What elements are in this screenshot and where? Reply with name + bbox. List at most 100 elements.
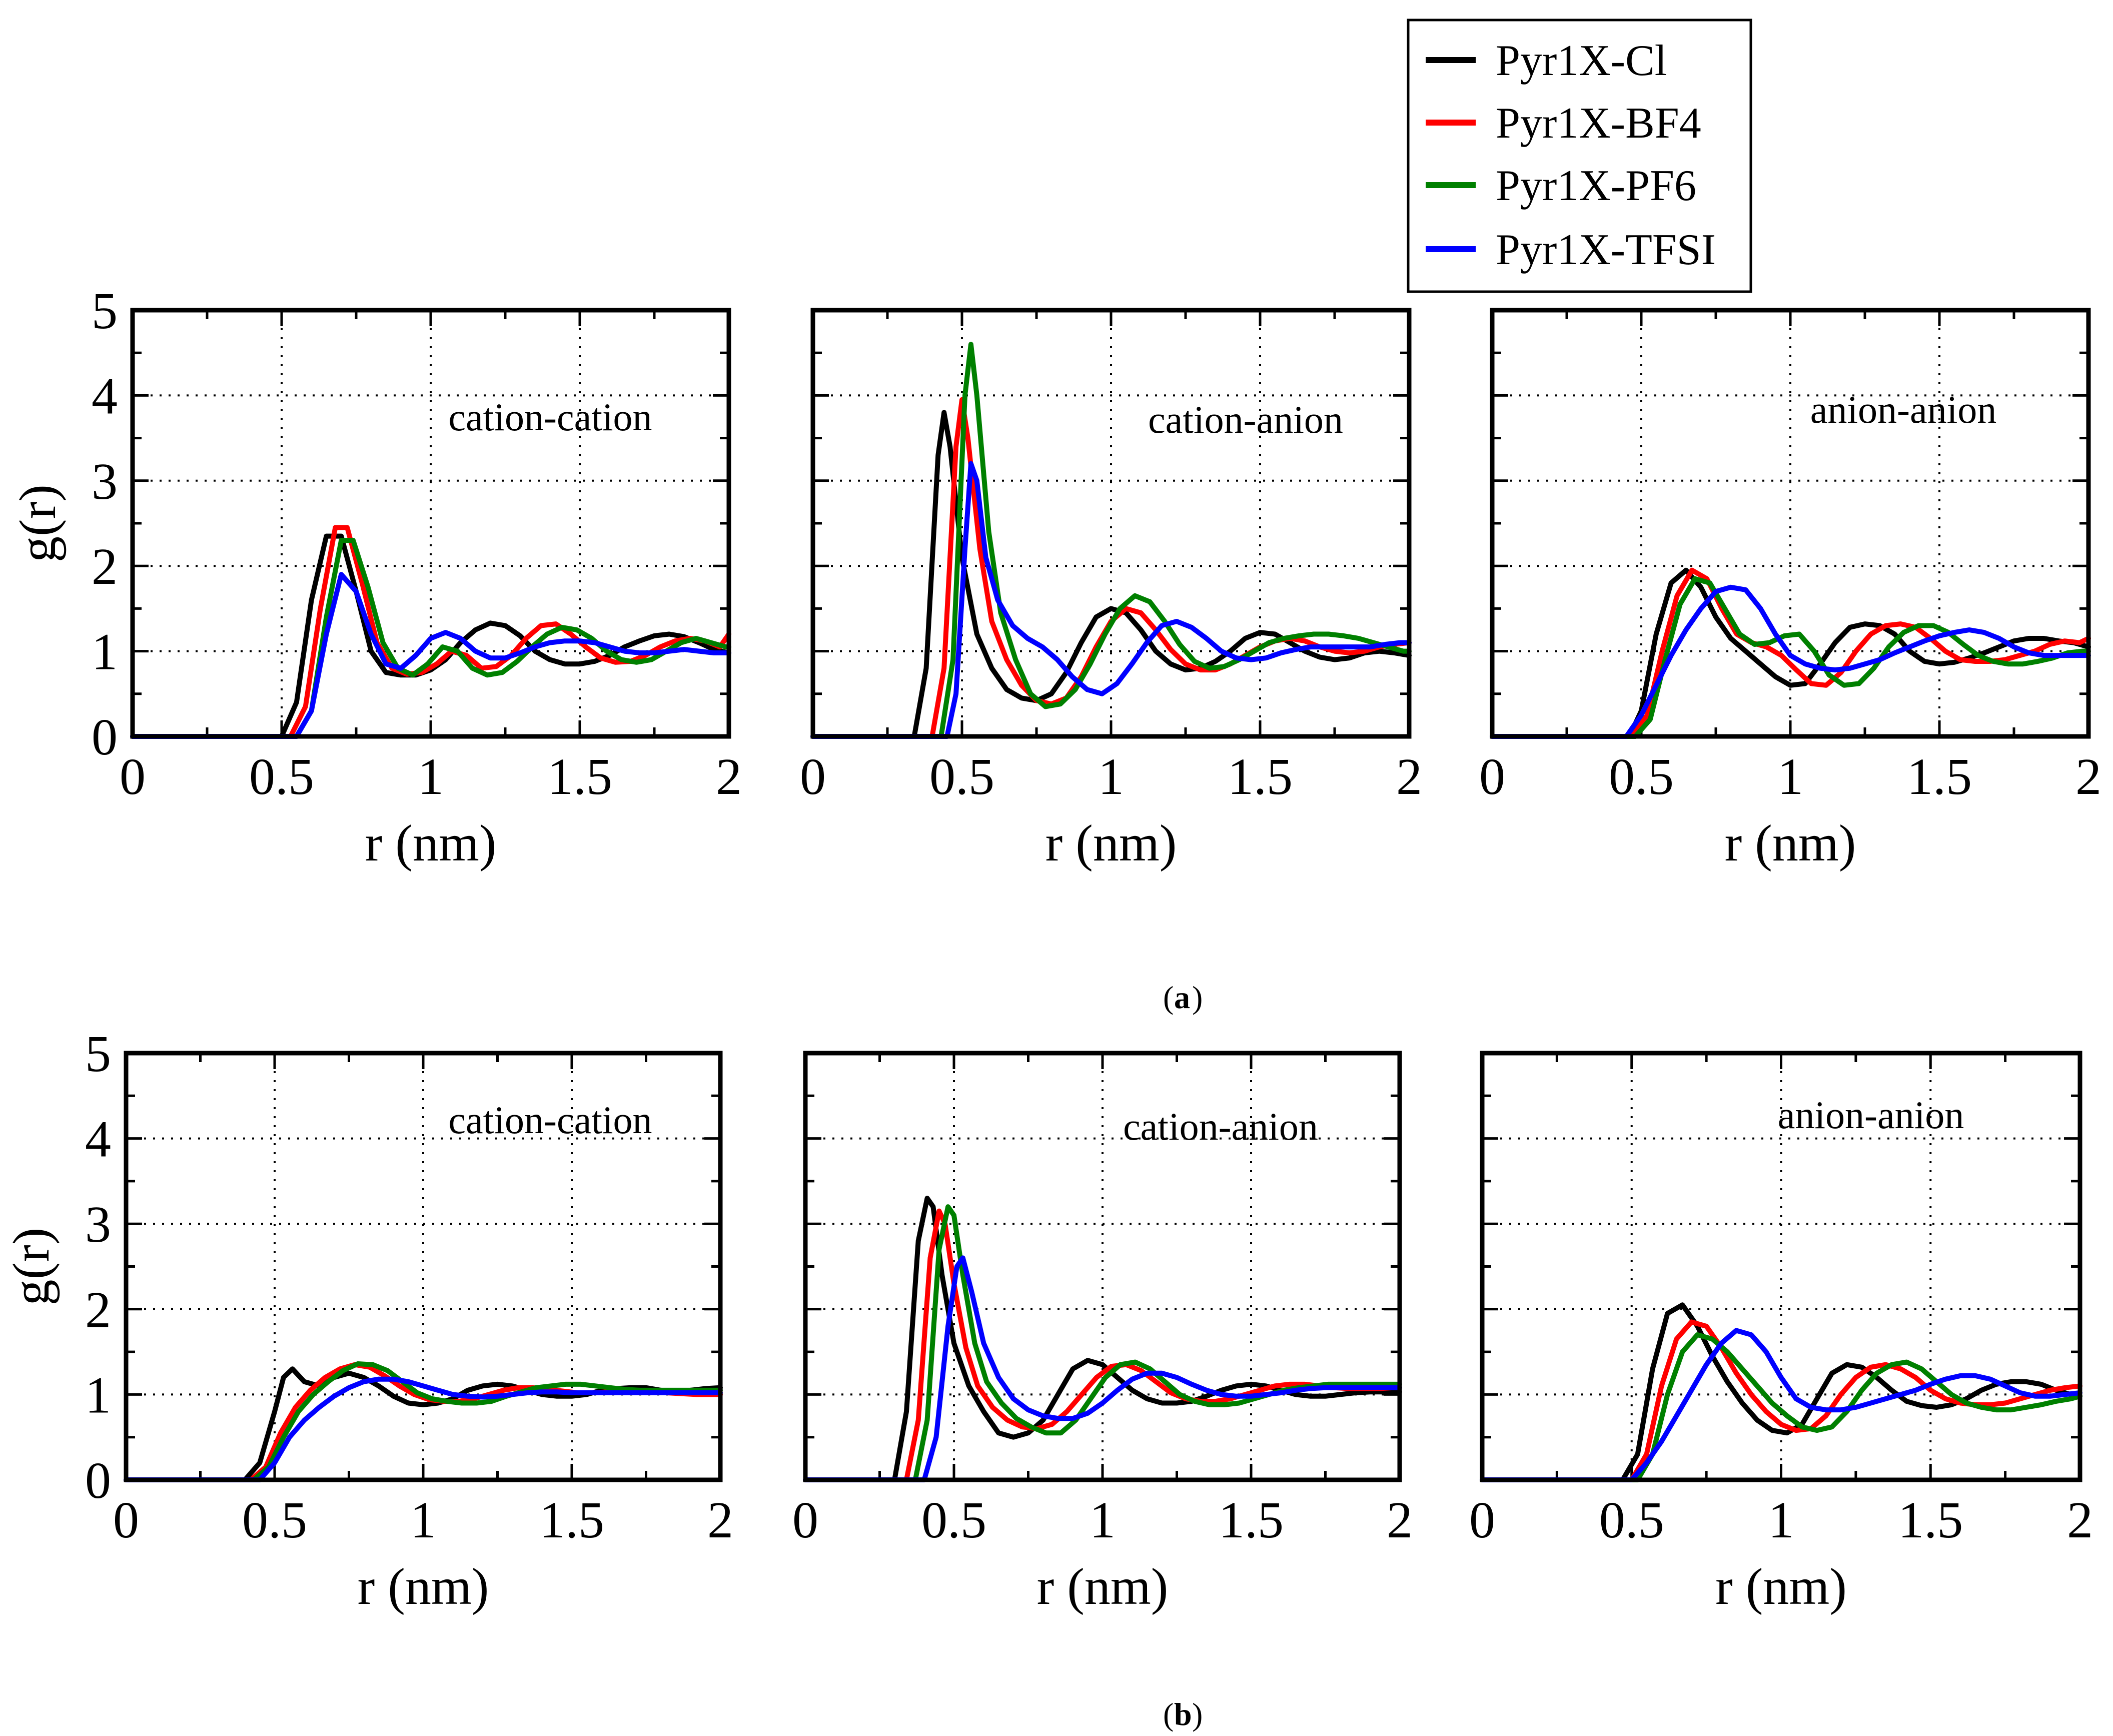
x-tick-label: 1.5 bbox=[1228, 748, 1293, 805]
caption-b-open: ( bbox=[1163, 1696, 1174, 1732]
plot-frame bbox=[124, 1051, 723, 1482]
panel-title: cation-anion bbox=[1123, 1105, 1318, 1148]
x-tick-label: 1 bbox=[1098, 748, 1124, 805]
plot-frame bbox=[803, 1051, 1402, 1482]
panel-b-cation-cation: 0 0.5 1 1.5 2 0 1 2 3 4 5 g(r) r (nm) cation-cation bbox=[3, 1025, 733, 1615]
series-line-cl bbox=[1480, 1302, 2082, 1482]
legend-entry-cl: Pyr1X-Cl bbox=[1426, 37, 1667, 85]
series-line-pf6 bbox=[1490, 576, 2091, 739]
y-tick-label: 0 bbox=[92, 708, 118, 766]
panel-title: cation-anion bbox=[1148, 398, 1343, 441]
panel-title: cation-cation bbox=[448, 395, 652, 439]
y-tick-label: 4 bbox=[85, 1111, 111, 1168]
x-tick-label: 2 bbox=[2075, 748, 2101, 805]
x-tick-label: 0.5 bbox=[249, 748, 314, 805]
x-tick-label: 1 bbox=[410, 1491, 436, 1549]
panel-b-anion-anion: 0 0.5 1 1.5 2 r (nm) anion-anion bbox=[1469, 1051, 2093, 1615]
x-tick-label: 1 bbox=[1090, 1491, 1116, 1549]
x-tick-label: 0 bbox=[1479, 748, 1505, 805]
x-tick-label: 1.5 bbox=[547, 748, 612, 805]
x-axis-label: r (nm) bbox=[1037, 1558, 1169, 1615]
y-axis-label: g(r) bbox=[9, 484, 67, 562]
panel-title: cation-cation bbox=[448, 1098, 652, 1142]
series-line-bf4 bbox=[1490, 567, 2091, 739]
series-line-tfsi bbox=[803, 1255, 1402, 1482]
x-tick-label: 0 bbox=[800, 748, 826, 805]
caption-b: b bbox=[1174, 1696, 1192, 1732]
caption-b-group: ( b ) bbox=[1163, 1696, 1203, 1732]
legend-entry-tfsi: Pyr1X-TFSI bbox=[1426, 226, 1716, 274]
y-tick-label: 4 bbox=[92, 367, 118, 425]
y-tick-label: 2 bbox=[85, 1281, 111, 1339]
x-axis-label: r (nm) bbox=[1045, 814, 1177, 872]
caption-a-open: ( bbox=[1163, 980, 1174, 1015]
series-line-tfsi bbox=[810, 461, 1412, 739]
series-line-pf6 bbox=[124, 1361, 723, 1482]
x-tick-label: 0 bbox=[113, 1491, 139, 1549]
x-tick-label: 1 bbox=[1768, 1491, 1794, 1549]
legend-entry-pf6: Pyr1X-PF6 bbox=[1426, 162, 1696, 210]
legend-entry-bf4: Pyr1X-BF4 bbox=[1426, 99, 1701, 148]
x-tick-label: 0 bbox=[120, 748, 146, 805]
panel-title: anion-anion bbox=[1810, 388, 1997, 431]
x-axis-label: r (nm) bbox=[358, 1558, 489, 1615]
legend-label-cl: Pyr1X-Cl bbox=[1496, 37, 1667, 85]
x-tick-label: 2 bbox=[707, 1491, 733, 1549]
caption-a: a bbox=[1174, 980, 1190, 1015]
panel-a-cation-cation: 0 0.5 1 1.5 2 0 1 2 3 4 5 g(r) r (nm) cation-cation bbox=[9, 282, 742, 872]
series-line-bf4 bbox=[1480, 1319, 2082, 1482]
series-line-pf6 bbox=[1480, 1332, 2082, 1482]
panel-a-anion-anion: 0 0.5 1 1.5 2 r (nm) anion-anion bbox=[1479, 308, 2101, 872]
caption-b-close: ) bbox=[1192, 1696, 1203, 1732]
x-tick-label: 1.5 bbox=[539, 1491, 604, 1549]
x-tick-label: 0 bbox=[792, 1491, 818, 1549]
y-tick-label: 5 bbox=[85, 1025, 111, 1083]
caption-a-close: ) bbox=[1192, 980, 1203, 1015]
x-tick-label: 0.5 bbox=[242, 1491, 307, 1549]
legend-label-bf4: Pyr1X-BF4 bbox=[1496, 99, 1701, 148]
y-tick-label: 3 bbox=[92, 453, 118, 510]
series-line-tfsi bbox=[130, 572, 731, 739]
x-tick-label: 0 bbox=[1469, 1491, 1495, 1549]
series-line-pf6 bbox=[810, 342, 1412, 739]
x-tick-label: 2 bbox=[716, 748, 742, 805]
x-tick-label: 0.5 bbox=[929, 748, 994, 805]
x-tick-label: 1.5 bbox=[1219, 1491, 1284, 1549]
y-tick-label: 5 bbox=[92, 282, 118, 340]
x-axis-label: r (nm) bbox=[1715, 1558, 1847, 1615]
legend: Pyr1X-Cl Pyr1X-BF4 Pyr1X-PF6 Pyr1X-TFSI bbox=[1407, 19, 1752, 293]
x-axis-label: r (nm) bbox=[365, 814, 497, 872]
y-tick-label: 2 bbox=[92, 538, 118, 595]
x-tick-label: 0.5 bbox=[921, 1491, 986, 1549]
x-tick-label: 1.5 bbox=[1907, 748, 1972, 805]
x-tick-label: 0.5 bbox=[1609, 748, 1674, 805]
x-tick-label: 2 bbox=[1396, 748, 1422, 805]
y-tick-label: 0 bbox=[85, 1452, 111, 1509]
panel-a-cation-anion: 0 0.5 1 1.5 2 r (nm) cation-anion bbox=[800, 308, 1422, 872]
x-tick-label: 1 bbox=[418, 748, 444, 805]
legend-label-tfsi: Pyr1X-TFSI bbox=[1496, 226, 1716, 274]
series-line-cl bbox=[130, 533, 731, 739]
grid bbox=[813, 310, 1409, 736]
x-axis-label: r (nm) bbox=[1725, 814, 1856, 872]
x-tick-label: 1 bbox=[1777, 748, 1803, 805]
series-line-tfsi bbox=[1480, 1328, 2082, 1482]
caption-a-group: ( a ) bbox=[1163, 980, 1203, 1015]
panel-title: anion-anion bbox=[1778, 1093, 1964, 1137]
x-tick-label: 0.5 bbox=[1599, 1491, 1664, 1549]
panel-b-cation-anion: 0 0.5 1 1.5 2 r (nm) cation-anion bbox=[792, 1051, 1413, 1615]
series-line-bf4 bbox=[130, 525, 731, 739]
grid bbox=[1482, 1053, 2080, 1480]
plot-frame bbox=[810, 308, 1412, 739]
series-line-tfsi bbox=[124, 1376, 723, 1482]
legend-label-pf6: Pyr1X-PF6 bbox=[1496, 162, 1696, 210]
plot-frame bbox=[1480, 1051, 2082, 1482]
y-tick-label: 1 bbox=[92, 623, 118, 681]
x-tick-label: 1.5 bbox=[1898, 1491, 1963, 1549]
series-line-tfsi bbox=[1490, 584, 2091, 739]
x-tick-label: 2 bbox=[1387, 1491, 1413, 1549]
y-tick-label: 1 bbox=[85, 1366, 111, 1424]
plot-frame bbox=[130, 308, 731, 739]
